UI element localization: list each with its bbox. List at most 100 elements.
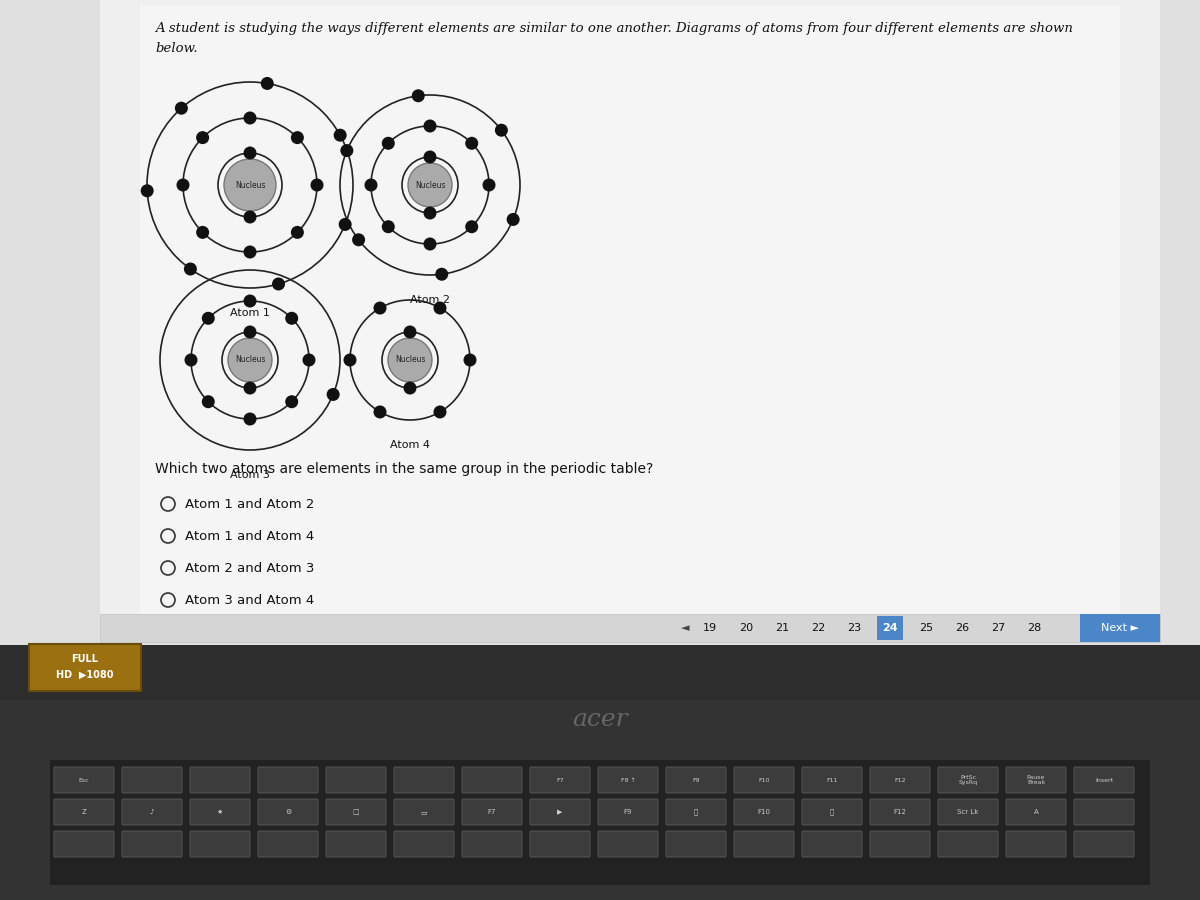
- FancyBboxPatch shape: [938, 767, 998, 793]
- Circle shape: [466, 137, 479, 149]
- Text: ◄: ◄: [680, 623, 689, 633]
- Text: 🔊: 🔊: [830, 809, 834, 815]
- Circle shape: [196, 226, 209, 239]
- Circle shape: [482, 178, 496, 192]
- Circle shape: [244, 147, 257, 159]
- Text: A student is studying the ways different elements are similar to one another. Di: A student is studying the ways different…: [155, 22, 1073, 35]
- Bar: [140, 5, 1120, 633]
- Circle shape: [382, 137, 395, 149]
- Circle shape: [424, 206, 437, 220]
- Text: Atom 2 and Atom 3: Atom 2 and Atom 3: [185, 562, 314, 574]
- FancyBboxPatch shape: [190, 799, 250, 825]
- Circle shape: [286, 311, 299, 325]
- Text: Atom 3 and Atom 4: Atom 3 and Atom 4: [185, 593, 314, 607]
- Text: acer: acer: [572, 708, 628, 732]
- Circle shape: [334, 129, 347, 141]
- FancyBboxPatch shape: [870, 831, 930, 857]
- Text: □: □: [353, 809, 359, 815]
- Circle shape: [466, 220, 479, 233]
- Circle shape: [175, 102, 188, 114]
- FancyBboxPatch shape: [122, 799, 182, 825]
- Circle shape: [290, 226, 304, 239]
- FancyBboxPatch shape: [1006, 767, 1066, 793]
- Circle shape: [373, 302, 386, 314]
- Circle shape: [326, 388, 340, 400]
- Circle shape: [311, 178, 324, 192]
- FancyBboxPatch shape: [54, 799, 114, 825]
- Text: Insert: Insert: [1094, 778, 1114, 782]
- Circle shape: [244, 412, 257, 426]
- Text: Atom 1 and Atom 2: Atom 1 and Atom 2: [185, 498, 314, 510]
- Text: Scr Lk: Scr Lk: [958, 809, 979, 815]
- FancyBboxPatch shape: [326, 799, 386, 825]
- Circle shape: [382, 220, 395, 233]
- Circle shape: [338, 218, 352, 231]
- Text: ⚙: ⚙: [284, 809, 292, 815]
- Circle shape: [433, 302, 446, 314]
- Circle shape: [436, 267, 449, 281]
- FancyBboxPatch shape: [190, 831, 250, 857]
- FancyBboxPatch shape: [734, 831, 794, 857]
- Circle shape: [424, 238, 437, 250]
- Circle shape: [244, 246, 257, 258]
- FancyBboxPatch shape: [190, 767, 250, 793]
- FancyBboxPatch shape: [530, 799, 590, 825]
- Bar: [877, 616, 904, 640]
- Text: ★: ★: [217, 809, 223, 815]
- Bar: [0, 0, 1200, 660]
- FancyBboxPatch shape: [870, 767, 930, 793]
- FancyBboxPatch shape: [394, 831, 454, 857]
- FancyBboxPatch shape: [54, 831, 114, 857]
- Text: ▶: ▶: [557, 809, 563, 815]
- Text: 26: 26: [955, 623, 970, 633]
- Circle shape: [244, 112, 257, 124]
- FancyBboxPatch shape: [870, 799, 930, 825]
- Text: 28: 28: [1027, 623, 1042, 633]
- Text: PrtSc
SysRq: PrtSc SysRq: [959, 775, 978, 786]
- Bar: [100, 0, 1160, 640]
- Circle shape: [365, 178, 378, 192]
- FancyBboxPatch shape: [54, 767, 114, 793]
- Text: 21: 21: [775, 623, 790, 633]
- Text: 25: 25: [919, 623, 934, 633]
- Circle shape: [403, 382, 416, 394]
- Text: 19: 19: [703, 623, 718, 633]
- Circle shape: [176, 178, 190, 192]
- FancyBboxPatch shape: [258, 767, 318, 793]
- Bar: [1080, 614, 1160, 642]
- Text: FULL: FULL: [72, 654, 98, 664]
- Circle shape: [272, 277, 286, 291]
- Circle shape: [424, 150, 437, 164]
- Text: Next ►: Next ►: [1102, 623, 1139, 633]
- Text: Atom 1 and Atom 4: Atom 1 and Atom 4: [185, 529, 314, 543]
- Circle shape: [244, 382, 257, 394]
- Circle shape: [506, 213, 520, 226]
- Circle shape: [202, 311, 215, 325]
- Text: below.: below.: [155, 42, 198, 55]
- FancyBboxPatch shape: [1074, 831, 1134, 857]
- Circle shape: [341, 144, 353, 158]
- Circle shape: [290, 131, 304, 144]
- Text: F10: F10: [757, 809, 770, 815]
- Circle shape: [244, 326, 257, 338]
- Text: F11: F11: [827, 778, 838, 782]
- Circle shape: [184, 263, 197, 275]
- FancyBboxPatch shape: [666, 831, 726, 857]
- Circle shape: [228, 338, 272, 382]
- FancyBboxPatch shape: [462, 799, 522, 825]
- FancyBboxPatch shape: [530, 767, 590, 793]
- Text: Esc: Esc: [79, 778, 89, 782]
- FancyBboxPatch shape: [598, 767, 658, 793]
- FancyBboxPatch shape: [122, 767, 182, 793]
- Text: 20: 20: [739, 623, 754, 633]
- Text: Z: Z: [82, 809, 86, 815]
- Circle shape: [286, 395, 299, 409]
- FancyBboxPatch shape: [462, 831, 522, 857]
- Text: F9: F9: [624, 809, 632, 815]
- Circle shape: [408, 163, 452, 207]
- FancyBboxPatch shape: [326, 767, 386, 793]
- Circle shape: [403, 326, 416, 338]
- Text: 🔇: 🔇: [694, 809, 698, 815]
- Circle shape: [412, 89, 425, 103]
- Text: 23: 23: [847, 623, 862, 633]
